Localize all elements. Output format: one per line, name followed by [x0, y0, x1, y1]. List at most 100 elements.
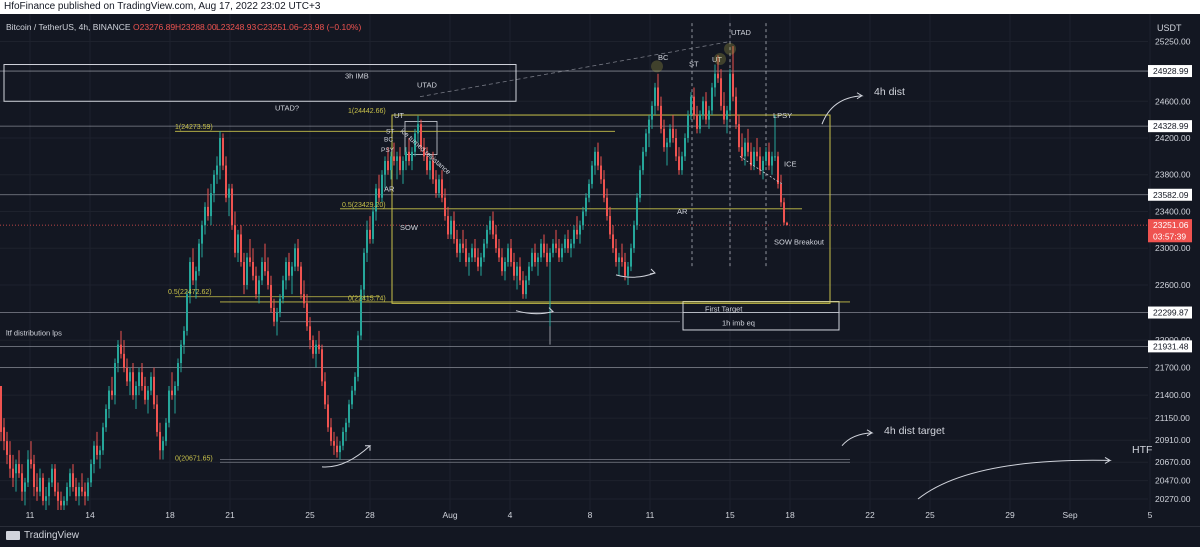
candle-body — [93, 445, 95, 465]
candle-body — [237, 234, 239, 253]
first-target-box — [682, 300, 840, 331]
level-price-label: 24928.99 — [1153, 66, 1189, 76]
candle-body — [198, 243, 200, 272]
level-price-label: 24328.99 — [1153, 121, 1189, 131]
candle-body — [78, 487, 80, 497]
annotations: 3h IMB UTAD? UTAD UTAD UT UT ST ST BC BC PSY AR AR SO… — [6, 28, 1152, 500]
candle-body — [609, 216, 611, 235]
candle-body — [441, 179, 443, 198]
dist-arrow — [821, 92, 864, 125]
candle-body — [30, 459, 32, 465]
candle-body — [531, 252, 533, 267]
tradingview-logo[interactable]: TradingView — [6, 530, 79, 541]
range-boxes — [3, 64, 850, 331]
legend-high: H23288.00 — [175, 22, 217, 32]
footer-bar: TradingView — [0, 526, 1200, 547]
candle-body — [189, 262, 191, 295]
candle-body — [672, 128, 674, 138]
candle-body — [51, 468, 53, 483]
annotation-lpsy: LPSY — [773, 111, 792, 120]
event-highlight — [651, 60, 663, 73]
event-highlight — [714, 53, 726, 66]
date-tick-label: Aug — [442, 510, 457, 520]
candle-body — [714, 73, 716, 88]
candle-body — [558, 248, 560, 258]
candle-body — [591, 165, 593, 184]
candle-body — [750, 151, 752, 166]
candle-body — [546, 252, 548, 262]
candle-body — [660, 105, 662, 129]
annotation-fib-05-b: 0.5(23429.20) — [342, 202, 386, 209]
legend-symbol: Bitcoin / TetherUS, 4h, BINANCE — [6, 22, 131, 32]
candle-body — [453, 220, 455, 240]
candle-body — [33, 464, 35, 488]
candle-body — [363, 252, 365, 290]
candle-body — [774, 156, 776, 158]
price-tick-label: 22600.00 — [1155, 280, 1191, 290]
candle-body — [12, 468, 14, 478]
time-axis[interactable]: 11 14 18 21 25 28 Aug 4 8 11 15 18 22 25 29 Sep 5 — [26, 510, 1153, 520]
date-tick-label: Sep — [1062, 510, 1077, 520]
candle-body — [627, 266, 629, 276]
candle-body — [729, 73, 731, 111]
annotation-utad-a: UTAD — [417, 80, 437, 89]
price-chart[interactable]: 3h IMB UTAD? UTAD UTAD UT UT ST ST BC BC PSY AR AR SO… — [0, 14, 1200, 526]
candle-body — [387, 160, 389, 171]
candle-body — [528, 266, 530, 281]
candle-body — [744, 142, 746, 157]
date-tick-label: 8 — [588, 510, 593, 520]
candle-body — [708, 110, 710, 120]
candle-body — [180, 344, 182, 364]
annotation-ar-b: AR — [677, 207, 688, 216]
candle-body — [96, 445, 98, 455]
candle-body — [402, 160, 404, 171]
candle-body — [39, 477, 41, 492]
legend-open: O23276.89 — [133, 22, 175, 32]
candle-body — [573, 229, 575, 244]
candle-body — [372, 211, 374, 240]
date-tick-label: 18 — [785, 510, 795, 520]
projection-path — [739, 156, 783, 185]
candle-body — [675, 138, 677, 157]
candle-body — [270, 284, 272, 308]
candle-body — [618, 257, 620, 262]
candle-body — [495, 234, 497, 249]
candle-body — [507, 248, 509, 262]
annotation-fib-0-a: 0(20671.65) — [175, 455, 213, 462]
candle-body — [171, 390, 173, 396]
candle-body — [543, 243, 545, 253]
candle-body — [252, 262, 254, 276]
date-tick-label: 28 — [365, 510, 375, 520]
candle-body — [114, 363, 116, 396]
candle-body — [471, 248, 473, 258]
candle-body — [72, 473, 74, 488]
price-axis[interactable]: 25250.00 24928.99 24600.00 24328.99 24200.00… — [1148, 37, 1192, 504]
annotation-htf: HTF — [1132, 444, 1152, 456]
candle-body — [54, 468, 56, 492]
candle-body — [648, 119, 650, 134]
candle-body — [105, 408, 107, 428]
candle-body — [273, 307, 275, 322]
candle-body — [405, 151, 407, 161]
candle-body — [690, 96, 692, 116]
candle-body — [348, 404, 350, 423]
annotation-ar-a: AR — [384, 184, 395, 193]
candle-body — [759, 156, 761, 171]
annotation-fib-1-a: 1(24273.59) — [175, 124, 213, 131]
candle-body — [435, 179, 437, 194]
candle-body — [135, 386, 137, 396]
candle-body — [6, 441, 8, 455]
price-tick-label: 21400.00 — [1155, 390, 1191, 400]
price-tick-label: 25250.00 — [1155, 37, 1191, 47]
candle-body — [594, 151, 596, 166]
candle-body — [153, 376, 155, 405]
annotation-st-a: ST — [386, 128, 394, 135]
price-tick-label: 24600.00 — [1155, 96, 1191, 106]
candle-body — [234, 225, 236, 253]
candle-body — [756, 151, 758, 157]
price-tick-label: 20670.00 — [1155, 457, 1191, 467]
candle-body — [717, 73, 719, 79]
candle-body — [342, 431, 344, 446]
candle-body — [192, 262, 194, 281]
candle-body — [771, 156, 773, 166]
